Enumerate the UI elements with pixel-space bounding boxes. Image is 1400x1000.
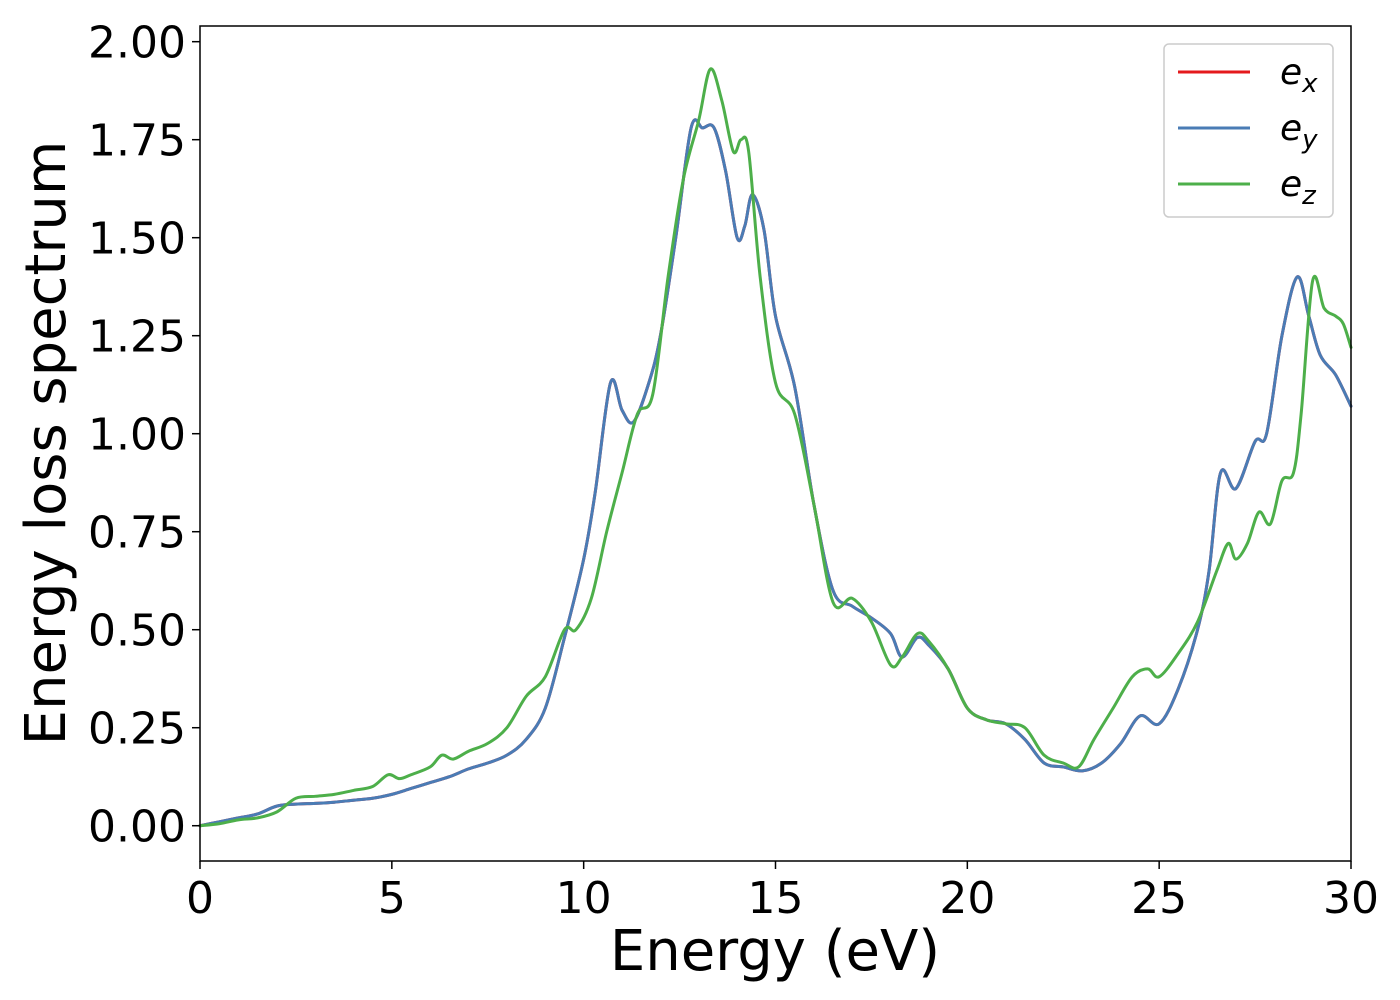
tick-layer: 0 5 10 15 20 25 30 0.00 0.25 0.50 0.75 1.00 1.25 1.50… bbox=[88, 18, 1379, 924]
series-line-z bbox=[198, 67, 1353, 828]
y-tick-label: 1.00 bbox=[88, 410, 186, 461]
series-layer bbox=[198, 67, 1353, 828]
y-tick-label: 1.25 bbox=[88, 312, 186, 363]
plot-background bbox=[200, 26, 1351, 861]
legend-label-x: ex bbox=[1280, 52, 1318, 99]
y-tick-label: 2.00 bbox=[88, 18, 186, 69]
x-tick-label: 10 bbox=[556, 873, 612, 924]
x-tick-label: 5 bbox=[378, 873, 406, 924]
x-tick-label: 30 bbox=[1323, 873, 1379, 924]
y-tick-label: 0.00 bbox=[88, 802, 186, 853]
y-tick-label: 1.75 bbox=[88, 116, 186, 167]
x-tick-label: 25 bbox=[1131, 873, 1187, 924]
x-tick-label: 0 bbox=[186, 873, 214, 924]
series-line-y bbox=[198, 118, 1353, 828]
plot-frame bbox=[199, 25, 1352, 862]
x-tick-label: 20 bbox=[939, 873, 995, 924]
x-tick-label: 15 bbox=[748, 873, 804, 924]
y-tick-label: 0.25 bbox=[88, 704, 186, 755]
x-axis-label: Energy (eV) bbox=[610, 919, 940, 984]
y-tick-label: 0.50 bbox=[88, 606, 186, 657]
y-tick-label: 0.75 bbox=[88, 508, 186, 559]
y-tick-label: 1.50 bbox=[88, 214, 186, 265]
y-axis-label: Energy loss spectrum bbox=[14, 141, 79, 746]
legend-frame bbox=[1163, 43, 1334, 218]
